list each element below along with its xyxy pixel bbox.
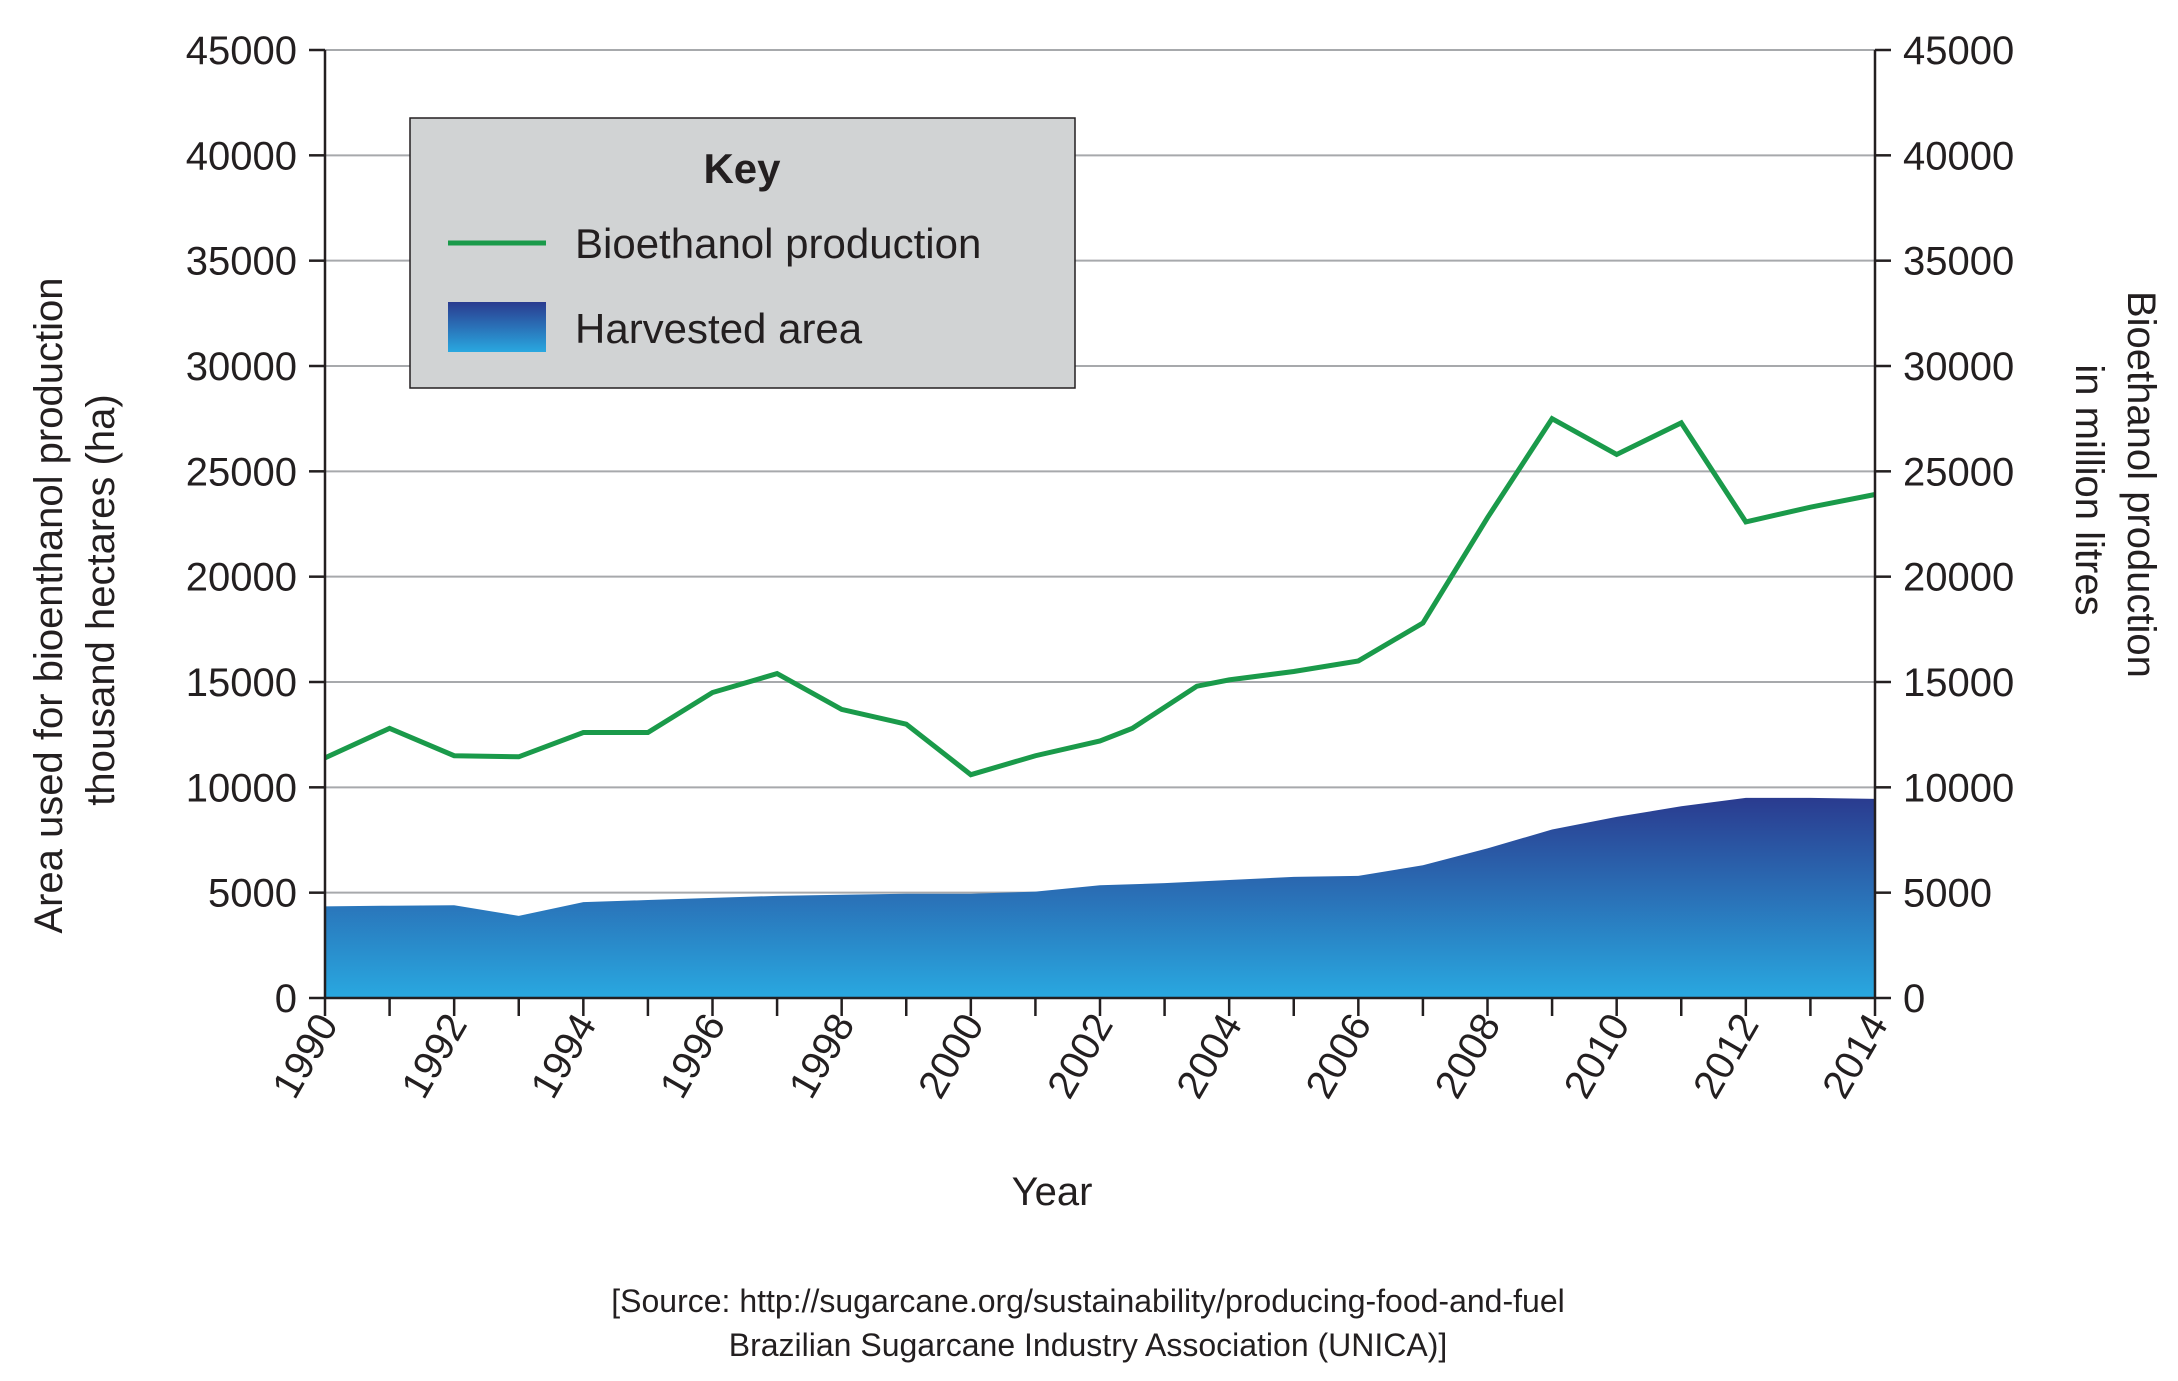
y-tick-label-left: 0	[275, 977, 297, 1021]
y-tick-label-right: 20000	[1903, 556, 2014, 600]
y-tick-label-left: 40000	[186, 134, 297, 178]
y-tick-label-left: 35000	[186, 240, 297, 284]
x-tick-label: 1990	[264, 1007, 347, 1106]
x-tick-label: 1996	[652, 1007, 735, 1106]
y-axis-right-title-line1: Bioethanol production	[2119, 291, 2163, 678]
y-axis-left-title-line2: thousand hectares (ha)	[79, 394, 123, 805]
y-tick-label-right: 15000	[1903, 661, 2014, 705]
legend-label-harvested-area: Harvested area	[575, 305, 863, 352]
y-axis-left-title: Area used for bioenthanol production tho…	[27, 266, 123, 933]
y-tick-label-right: 25000	[1903, 450, 2014, 494]
y-tick-label-right: 10000	[1903, 766, 2014, 810]
source-line-2: Brazilian Sugarcane Industry Association…	[729, 1327, 1448, 1363]
y-axis-right-title: Bioethanol production in million litres	[2067, 291, 2163, 689]
y-tick-label-left: 10000	[186, 766, 297, 810]
y-tick-label-left: 5000	[208, 872, 297, 916]
y-tick-label-right: 5000	[1903, 872, 1992, 916]
x-tick-label: 2010	[1556, 1007, 1639, 1106]
y-tick-label-left: 30000	[186, 345, 297, 389]
y-tick-label-left: 20000	[186, 556, 297, 600]
y-tick-label-left: 25000	[186, 450, 297, 494]
source-line-1: [Source: http://sugarcane.org/sustainabi…	[611, 1283, 1564, 1319]
y-tick-label-left: 15000	[186, 661, 297, 705]
x-tick-label: 2004	[1168, 1007, 1251, 1106]
axes	[309, 48, 1891, 1016]
x-tick-label: 2014	[1814, 1007, 1897, 1106]
legend-title: Key	[703, 145, 781, 192]
y-tick-label-right: 0	[1903, 977, 1925, 1021]
x-tick-label: 2002	[1039, 1007, 1122, 1106]
legend-swatch-harvested-area	[448, 302, 546, 352]
y-axis-left-title-line1: Area used for bioenthanol production	[27, 278, 71, 934]
y-tick-label-right: 35000	[1903, 240, 2014, 284]
x-tick-label: 2012	[1685, 1007, 1768, 1106]
x-tick-label: 2006	[1298, 1007, 1381, 1106]
x-tick-label: 1998	[781, 1007, 864, 1106]
bioethanol-production-line	[323, 415, 1876, 778]
y-tick-label-right: 40000	[1903, 134, 2014, 178]
y-tick-label-right: 45000	[1903, 29, 2014, 73]
y-tick-label-right: 30000	[1903, 345, 2014, 389]
legend-label-bioethanol: Bioethanol production	[575, 220, 981, 267]
x-tick-label: 1994	[523, 1007, 606, 1106]
x-tick-label: 1992	[393, 1007, 476, 1106]
harvested-area-fill	[325, 797, 1875, 998]
y-tick-label-left: 45000	[186, 29, 297, 73]
harvested-area-series	[325, 797, 1875, 998]
y-axis-right-title-line2: in million litres	[2067, 364, 2111, 615]
x-tick-label: 2000	[910, 1007, 993, 1106]
x-axis-title: Year	[1012, 1170, 1093, 1214]
legend: Key Bioethanol production Harvested area	[409, 117, 1076, 389]
x-tick-label: 2008	[1427, 1007, 1510, 1106]
